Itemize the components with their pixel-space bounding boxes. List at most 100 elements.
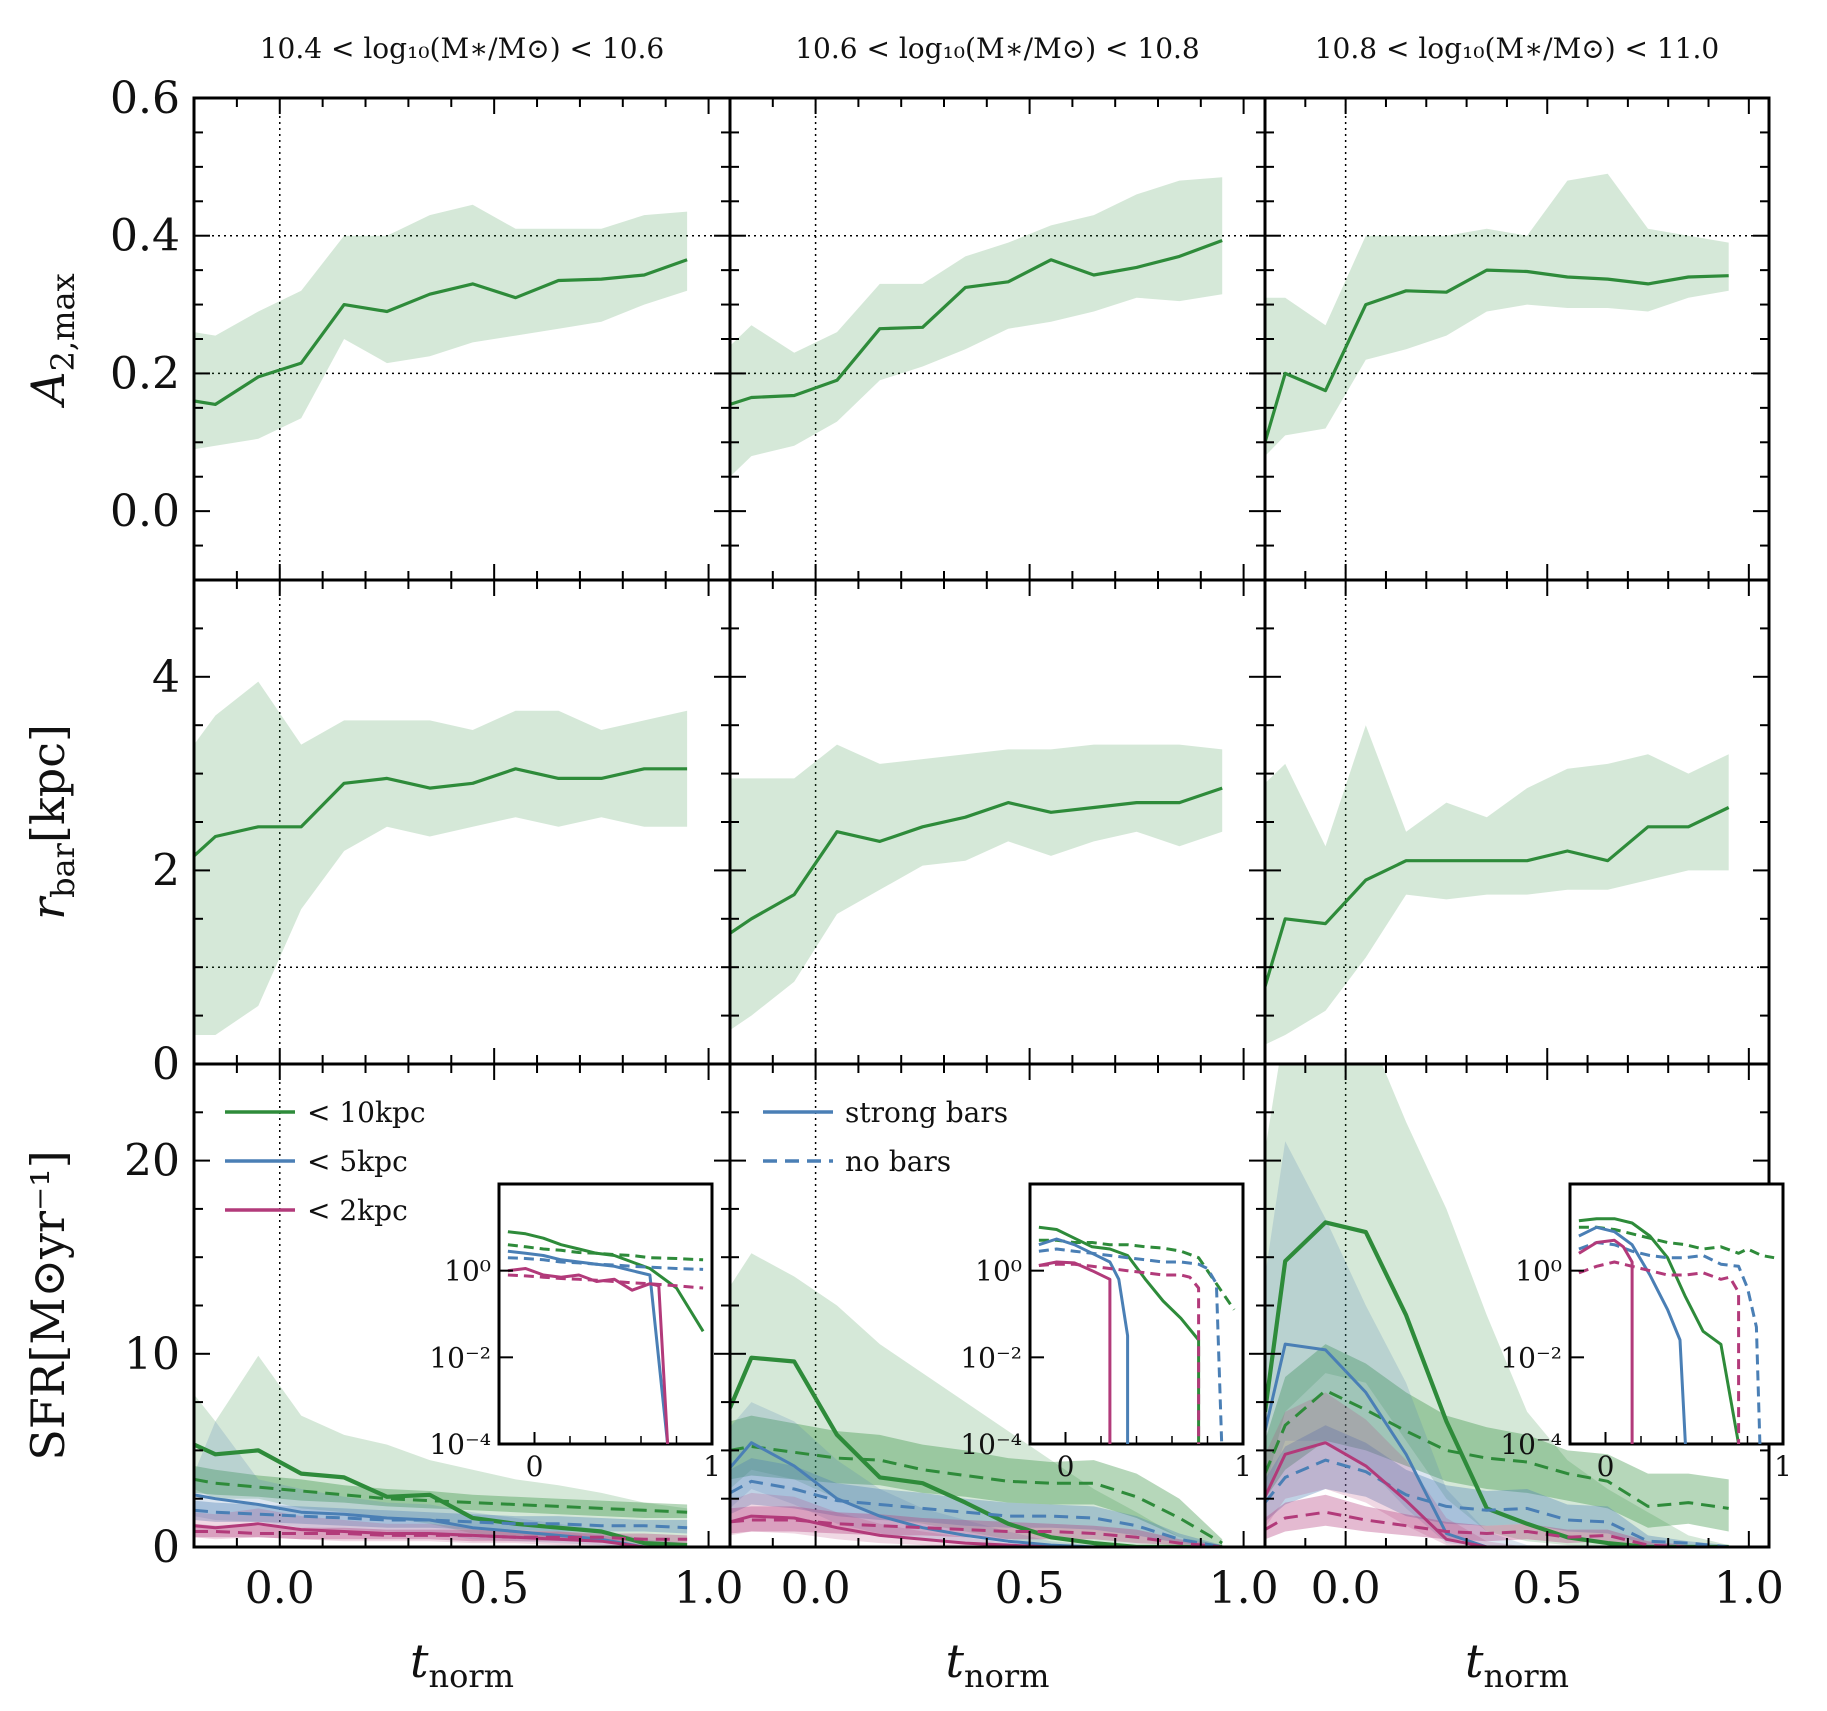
y-axis-label-row-2: SFR[M⊙yr⁻¹] (21, 1150, 75, 1460)
inset-line-10kpc-strong (1038, 1225, 1201, 1444)
y-axis-label-main: r (21, 895, 75, 920)
inset-x-tick-label: 1 (703, 1450, 721, 1483)
inset-line-5kpc-none (1578, 1241, 1762, 1444)
y-axis-label-row-1: rbar[kpc] (21, 724, 82, 920)
x-tick-label: 0.0 (781, 1563, 851, 1614)
inset-panel: 10⁰ 10⁻² 10⁻⁴ 0 1 (960, 1182, 1252, 1483)
y-tick-label: 0.2 (110, 348, 180, 399)
sfr-line-2kpc-strong (730, 1514, 1223, 1547)
inset-y-tick-label: 10⁻² (1500, 1341, 1562, 1374)
inset-y-tick-label: 10⁰ (1515, 1255, 1562, 1288)
iqr-band (730, 744, 1223, 1031)
x-axis-label-sub: norm (1483, 1657, 1569, 1695)
legend-radius: < 10kpc < 5kpc < 2kpc (225, 1096, 426, 1227)
sfr-line-2kpc-none (730, 1518, 1223, 1547)
panel-r1-c1 (728, 578, 1267, 1066)
inset-y-tick-label: 10⁻² (960, 1341, 1022, 1374)
inset-line-2kpc-none (1578, 1260, 1741, 1444)
sfr-line-2kpc-strong (194, 1522, 688, 1547)
legend-label-2: < 2kpc (307, 1194, 408, 1227)
median-line (730, 239, 1223, 406)
median-line (1265, 268, 1729, 443)
plot-area (1265, 98, 1769, 580)
sfr-band-10kpc-none (1265, 1344, 1729, 1532)
column-title-1: 10.6 < log₁₀(M∗/M⊙) < 10.8 (795, 32, 1200, 65)
sfr-line-10kpc-strong (194, 1442, 688, 1547)
median-line (730, 786, 1223, 935)
inset-frame (497, 1182, 714, 1446)
sfr-band-2kpc-none (1265, 1494, 1729, 1547)
sfr-band-10kpc-none (194, 1465, 688, 1518)
y-tick-label: 4 (152, 652, 180, 703)
inset-x-tick-label: 0 (1597, 1450, 1615, 1483)
inset-panel: 10⁰ 10⁻² 10⁻⁴ 0 1 (429, 1182, 721, 1483)
inset-y-tick-label: 10⁻⁴ (429, 1428, 491, 1461)
inset-y-tick-label: 10⁻² (429, 1341, 491, 1374)
sfr-line-10kpc-none (1265, 1389, 1729, 1510)
panel-r0-c0: 0.0 0.2 0.4 0.6 (110, 73, 732, 582)
x-axis-label: tnorm (1465, 1634, 1569, 1695)
legend-label-1: < 5kpc (307, 1145, 408, 1178)
inset-plot-area (1038, 1225, 1236, 1444)
plot-area (1265, 580, 1769, 1064)
sfr-line-10kpc-strong (1265, 1220, 1729, 1547)
sfr-band-10kpc-strong (730, 1253, 1223, 1547)
sfr-line-5kpc-none (194, 1508, 688, 1530)
y-tick-label: 0.6 (110, 73, 180, 124)
inset-x-tick-label: 0 (1057, 1450, 1075, 1483)
y-tick-label: 0 (152, 1039, 180, 1090)
sfr-band-2kpc-none (730, 1506, 1223, 1547)
y-tick-label: 0.0 (110, 486, 180, 537)
sfr-line-5kpc-strong (1265, 1342, 1729, 1547)
x-axis-label-main: t (1465, 1634, 1484, 1688)
sfr-line-2kpc-none (194, 1530, 688, 1541)
legend-style-label-1: no bars (845, 1145, 951, 1178)
plot-area (194, 98, 730, 580)
x-tick-label: 1.0 (1714, 1563, 1784, 1614)
inset-plot-area (507, 1230, 705, 1444)
x-axis-label-sub: norm (428, 1657, 514, 1695)
y-axis-label-sub: 2,max (44, 273, 82, 371)
inset-line-2kpc-none (507, 1273, 704, 1290)
y-axis-label-main: A (21, 371, 75, 408)
x-tick-label: 0.0 (245, 1563, 315, 1614)
x-axis-label-sub: norm (964, 1657, 1050, 1695)
panel-r2-c0: 0 10 20 0.0 0.5 1.0 tnorm 10⁰ 10⁻² 10⁻⁴ 0 1 (124, 1062, 744, 1695)
x-tick-label: 1.0 (1209, 1563, 1279, 1614)
y-axis-label-sub: bar (44, 842, 82, 898)
y-tick-label: 0 (152, 1522, 180, 1573)
median-line (1265, 806, 1730, 988)
x-axis-label-main: t (945, 1634, 964, 1688)
x-tick-label: 0.5 (459, 1563, 529, 1614)
inset-line-5kpc-none (507, 1256, 704, 1271)
median-line (194, 767, 688, 858)
panel-frame (728, 96, 1267, 582)
sfr-band-2kpc-strong (1265, 1392, 1729, 1547)
inset-x-tick-label: 1 (1234, 1450, 1252, 1483)
inset-line-5kpc-strong (1578, 1225, 1687, 1444)
sfr-line-5kpc-none (730, 1479, 1223, 1547)
inset-y-tick-label: 10⁰ (444, 1255, 491, 1288)
inset-line-10kpc-none (1578, 1225, 1775, 1260)
y-tick-label: 10 (124, 1329, 180, 1380)
y-tick-label: 0.4 (110, 211, 180, 262)
inset-line-10kpc-none (1038, 1238, 1236, 1311)
y-axis-label-unit: [kpc] (21, 724, 75, 843)
y-tick-label: 20 (124, 1136, 180, 1187)
legend-label-0: < 10kpc (307, 1096, 426, 1129)
y-tick-label: 2 (152, 845, 180, 896)
iqr-band (194, 681, 688, 1035)
x-tick-label: 1.0 (674, 1563, 744, 1614)
iqr-band (194, 204, 688, 450)
sfr-band-2kpc-strong (730, 1492, 1223, 1547)
inset-y-tick-label: 10⁻⁴ (960, 1428, 1022, 1461)
sfr-band-5kpc-strong (1265, 1141, 1729, 1547)
inset-plot-area (1578, 1217, 1775, 1444)
inset-frame (1568, 1182, 1785, 1446)
inset-x-tick-label: 1 (1774, 1450, 1792, 1483)
sfr-line-5kpc-strong (194, 1493, 688, 1547)
x-axis-label-main: t (410, 1634, 429, 1688)
y-axis-label-row-0: A2,max (21, 273, 82, 408)
inset-x-tick-label: 0 (526, 1450, 544, 1483)
